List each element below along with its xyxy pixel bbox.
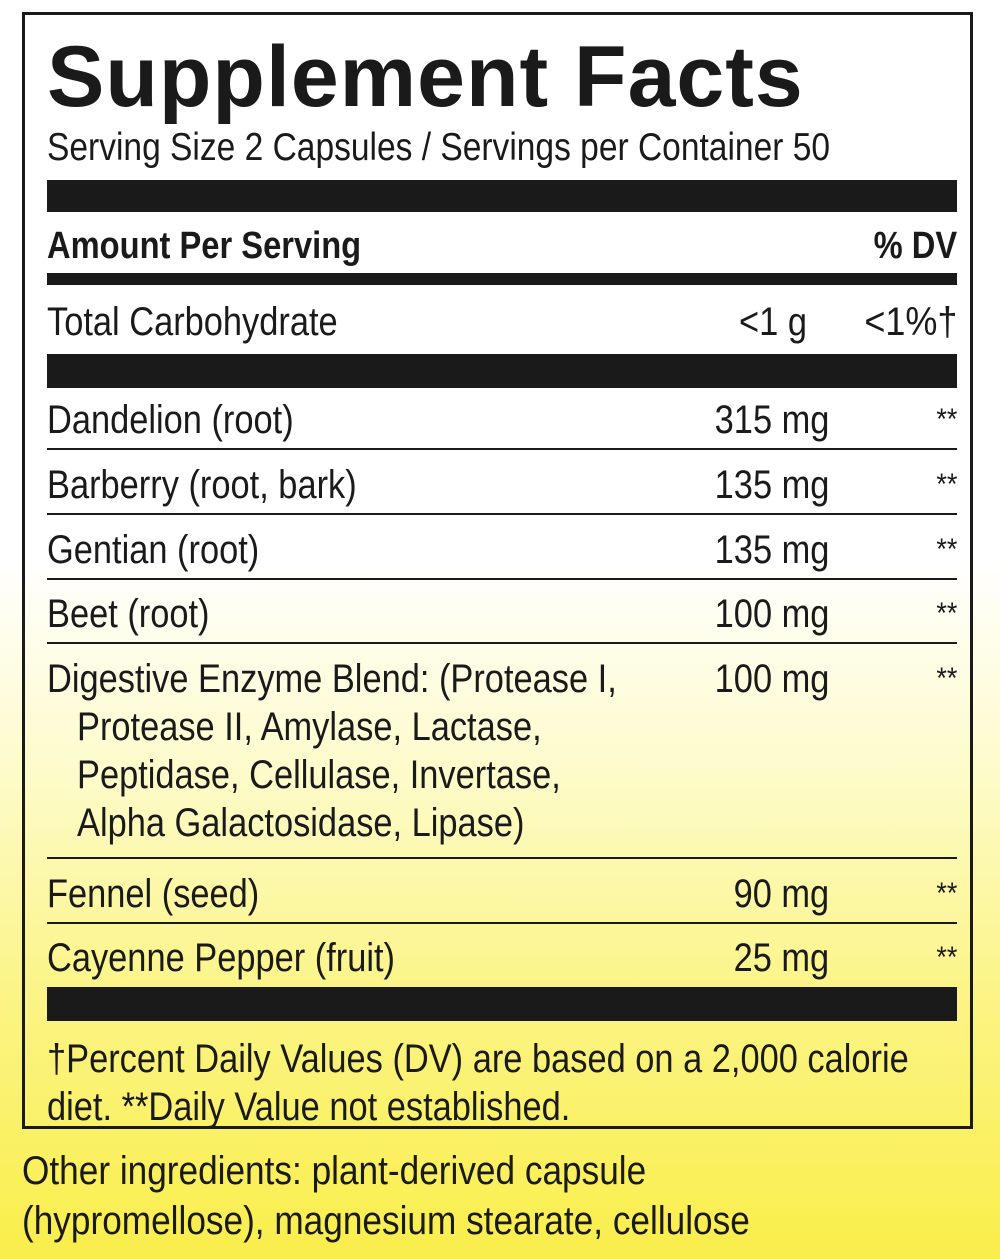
supplement-facts-panel: Supplement Facts Serving Size 2 Capsules… — [22, 12, 973, 1129]
other-ingredients: Other ingredients: plant-derived capsule… — [22, 1146, 750, 1246]
nutrient-name: Total Carbohydrate — [47, 300, 338, 344]
ingredient-name-continued: Peptidase, Cellulase, Invertase, — [77, 753, 561, 797]
ingredient-amount: 100 mg — [714, 592, 829, 636]
ingredient-dv: ** — [935, 597, 957, 630]
nutrient-dv: <1%† — [863, 300, 957, 344]
row-divider — [47, 642, 957, 644]
row-divider — [47, 513, 957, 515]
row-divider — [47, 448, 957, 450]
ingredient-row: Digestive Enzyme Blend: (Protease I, Pro… — [47, 655, 957, 855]
ingredient-amount: 315 mg — [714, 398, 829, 442]
ingredient-name: Beet (root) — [47, 592, 210, 636]
ingredient-name: Digestive Enzyme Blend: (Protease I, — [47, 657, 617, 701]
panel-title: Supplement Facts — [47, 29, 804, 125]
ingredient-dv: ** — [935, 533, 957, 566]
ingredient-amount: 90 mg — [733, 872, 829, 916]
row-divider — [47, 857, 957, 859]
dv-label: % DV — [873, 225, 957, 267]
thick-divider — [47, 354, 957, 388]
ingredient-dv: ** — [935, 877, 957, 910]
thick-divider — [47, 180, 957, 212]
medium-divider — [47, 273, 957, 285]
serving-info: Serving Size 2 Capsules / Servings per C… — [47, 126, 831, 169]
ingredient-dv: ** — [935, 941, 957, 974]
amount-per-serving-label: Amount Per Serving — [47, 225, 362, 267]
row-divider — [47, 922, 957, 924]
ingredient-name: Barberry (root, bark) — [47, 463, 357, 507]
ingredient-name: Fennel (seed) — [47, 872, 260, 916]
ingredient-dv: ** — [935, 662, 957, 695]
ingredient-name-continued: Protease II, Amylase, Lactase, — [77, 705, 542, 749]
ingredient-amount: 135 mg — [714, 528, 829, 572]
ingredient-name: Cayenne Pepper (fruit) — [47, 936, 396, 980]
ingredient-dv: ** — [935, 468, 957, 501]
other-ingredients-line: (hypromellose), magnesium stearate, cell… — [22, 1199, 750, 1243]
nutrient-amount: <1 g — [739, 300, 807, 344]
ingredient-amount: 135 mg — [714, 463, 829, 507]
footnote: †Percent Daily Values (DV) are based on … — [47, 1035, 909, 1131]
ingredient-name-continued: Alpha Galactosidase, Lipase) — [77, 801, 525, 845]
ingredient-dv: ** — [935, 403, 957, 436]
ingredient-name: Gentian (root) — [47, 528, 260, 572]
thick-divider — [47, 987, 957, 1021]
ingredient-name: Dandelion (root) — [47, 398, 294, 442]
footnote-line: †Percent Daily Values (DV) are based on … — [47, 1037, 909, 1081]
other-ingredients-line: Other ingredients: plant-derived capsule — [22, 1149, 647, 1193]
amount-header: Amount Per Serving % DV — [47, 220, 957, 272]
row-divider — [47, 578, 957, 580]
ingredient-amount: 100 mg — [714, 657, 829, 701]
footnote-line: diet. **Daily Value not established. — [47, 1085, 571, 1129]
ingredient-amount: 25 mg — [733, 936, 829, 980]
